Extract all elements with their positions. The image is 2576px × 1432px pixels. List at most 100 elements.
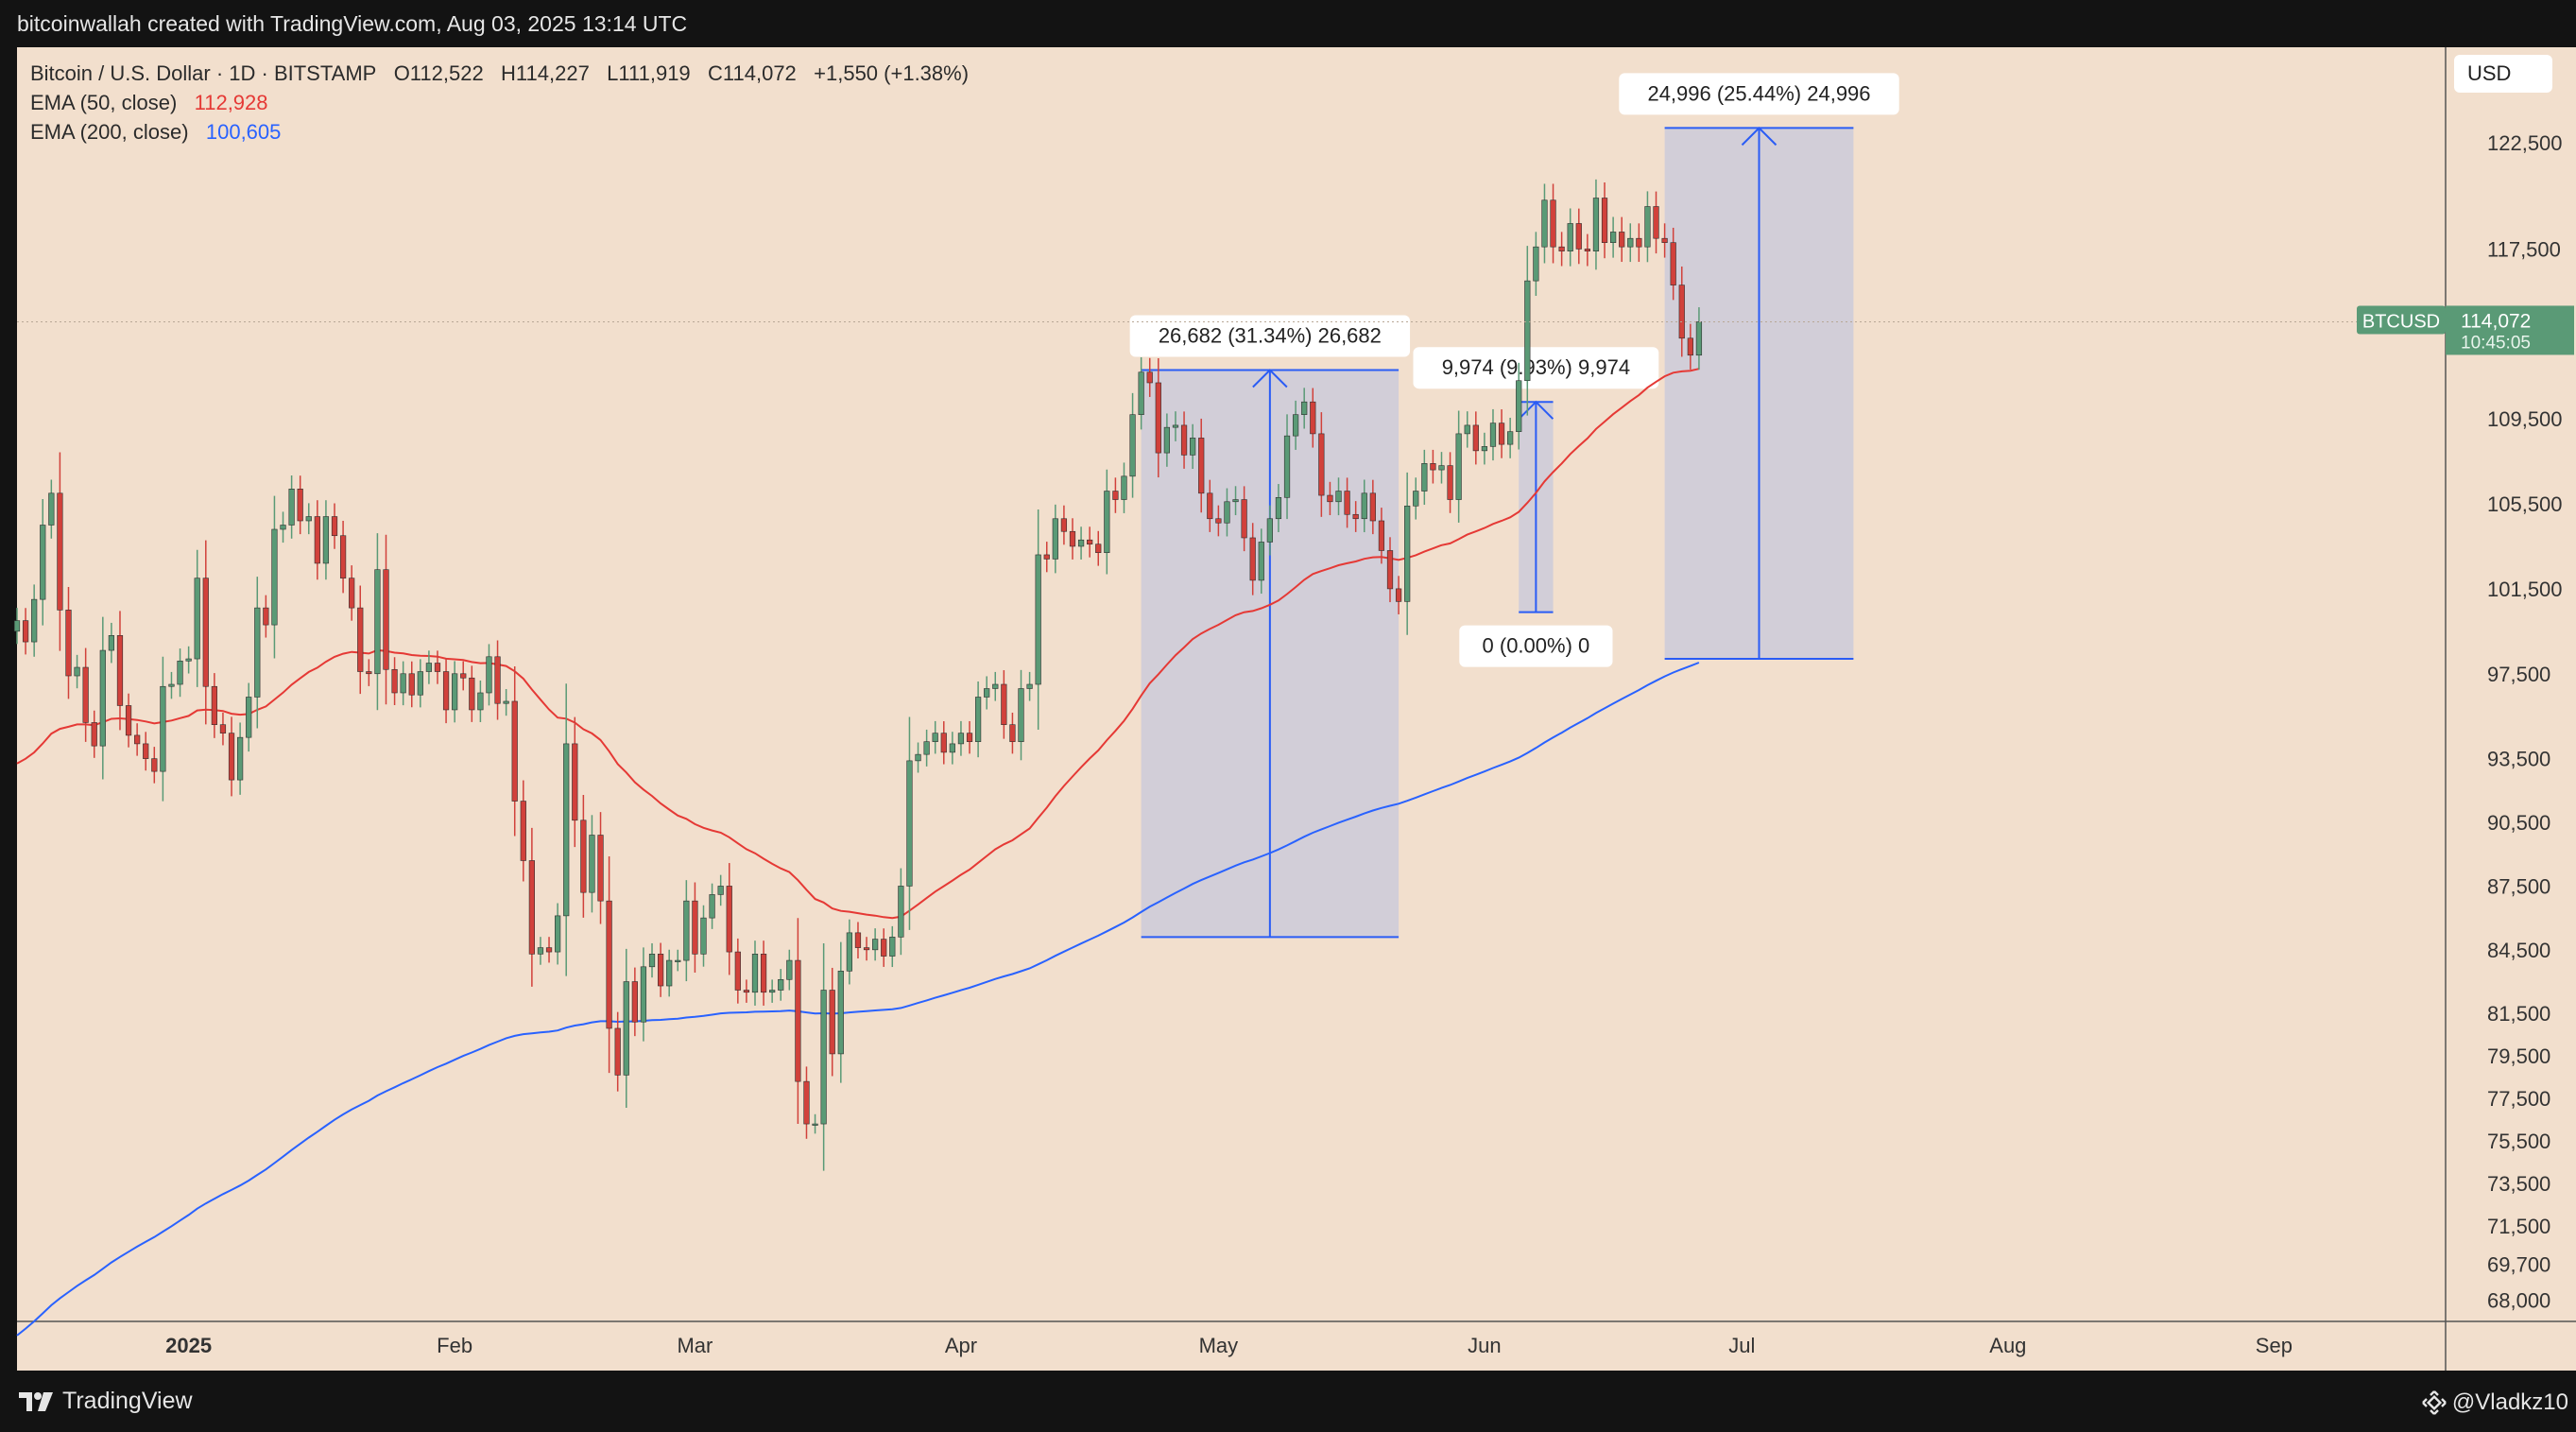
candle-body	[177, 660, 183, 685]
tradingview-logo[interactable]: TradingView	[17, 1388, 193, 1415]
candle	[631, 967, 638, 1037]
candle-body	[957, 733, 965, 745]
candle	[1018, 669, 1024, 761]
candle-body	[1636, 237, 1642, 248]
candle	[477, 680, 484, 722]
candle-body	[940, 733, 947, 753]
candle-body	[683, 900, 690, 961]
candle	[1129, 392, 1136, 498]
candle-body	[31, 598, 38, 643]
y-tick-label: 87,500	[2487, 874, 2550, 898]
candle	[442, 658, 450, 724]
candle-body	[1610, 232, 1617, 243]
candle-body	[984, 688, 990, 698]
candle	[65, 586, 72, 699]
candle	[331, 503, 338, 549]
measurement-arrow-head	[1252, 369, 1288, 388]
candle	[1601, 182, 1608, 259]
y-tick-label: 117,500	[2487, 237, 2561, 261]
candle-body	[1533, 246, 1539, 282]
candle-body	[1001, 683, 1007, 725]
candle-body	[1489, 423, 1497, 447]
candle-body	[434, 663, 441, 672]
candle-body	[709, 894, 715, 919]
ohlc-low: L111,919	[607, 61, 691, 85]
candle-body	[1601, 198, 1608, 243]
candle-body	[297, 489, 303, 522]
candle-body	[1292, 414, 1299, 437]
ema50-legend-row[interactable]: EMA (50, close) 112,928	[30, 88, 969, 117]
y-tick-label: 71,500	[2487, 1215, 2550, 1238]
candle-body	[1310, 401, 1316, 435]
candle-body	[1619, 232, 1625, 248]
candle	[322, 500, 330, 580]
candle-body	[322, 516, 330, 564]
candle	[168, 671, 175, 699]
candle	[786, 949, 793, 991]
x-tick-label: Aug	[1989, 1334, 2026, 1357]
candle	[151, 747, 158, 784]
candle-body	[589, 835, 595, 893]
candle	[700, 905, 707, 967]
candle	[82, 647, 89, 742]
candle-body	[1395, 588, 1402, 602]
candle-body	[219, 724, 227, 733]
ema200-value: 100,605	[205, 120, 282, 144]
chart-attribution-bar: bitcoinwallah created with TradingView.c…	[0, 0, 2576, 47]
candle-body	[974, 697, 982, 742]
price-axis	[2446, 47, 2576, 1321]
measurement-arrow-head	[1518, 400, 1554, 420]
currency-selector[interactable]: USD	[2454, 55, 2552, 93]
candle	[134, 723, 141, 756]
candle-body	[1283, 435, 1291, 498]
candle-body	[778, 978, 784, 991]
candle	[1215, 505, 1222, 537]
candle	[572, 716, 578, 848]
ema200-legend-row[interactable]: EMA (200, close) 100,605	[30, 117, 969, 147]
candle-body	[1344, 491, 1350, 515]
measurement-label-box	[1459, 625, 1613, 667]
candle-body	[57, 492, 63, 611]
candle-body	[795, 959, 801, 1082]
candle	[314, 500, 320, 580]
candle	[486, 644, 492, 706]
chart-legend[interactable]: Bitcoin / U.S. Dollar · 1D · BITSTAMP O1…	[30, 59, 969, 147]
candle-body	[1077, 539, 1085, 547]
candle	[760, 940, 767, 1006]
candle	[1258, 528, 1264, 595]
candle-body	[1378, 520, 1385, 551]
candle-body	[631, 981, 638, 1023]
candle	[1146, 357, 1153, 397]
candle	[228, 716, 235, 797]
ema50-value: 112,928	[194, 91, 268, 114]
candle	[640, 947, 647, 1042]
last-price-label: 114,072	[2461, 310, 2531, 332]
x-tick-label: Mar	[677, 1334, 713, 1357]
candle-body	[1369, 492, 1376, 522]
candle-body	[1507, 431, 1514, 445]
candle-body	[820, 990, 827, 1125]
candle-body	[1524, 280, 1531, 382]
candle	[1567, 208, 1573, 267]
candle-body	[1180, 424, 1188, 456]
x-tick-label: Apr	[945, 1334, 977, 1357]
candle	[889, 925, 896, 968]
candle	[906, 716, 913, 930]
candle-body	[1069, 530, 1076, 547]
candle-body	[246, 697, 252, 738]
candle	[1421, 449, 1428, 506]
candle-body	[1129, 414, 1136, 477]
y-tick-label: 73,500	[2487, 1172, 2550, 1196]
candle	[545, 937, 553, 963]
candle-body	[1567, 223, 1573, 251]
candle	[1249, 523, 1256, 595]
candle	[1077, 526, 1085, 560]
candle-body	[675, 959, 681, 962]
candle	[99, 616, 106, 780]
candle	[246, 682, 252, 752]
candle-body	[915, 753, 921, 762]
candle	[863, 937, 870, 961]
candle-body	[1318, 433, 1325, 496]
candle	[769, 979, 776, 1003]
